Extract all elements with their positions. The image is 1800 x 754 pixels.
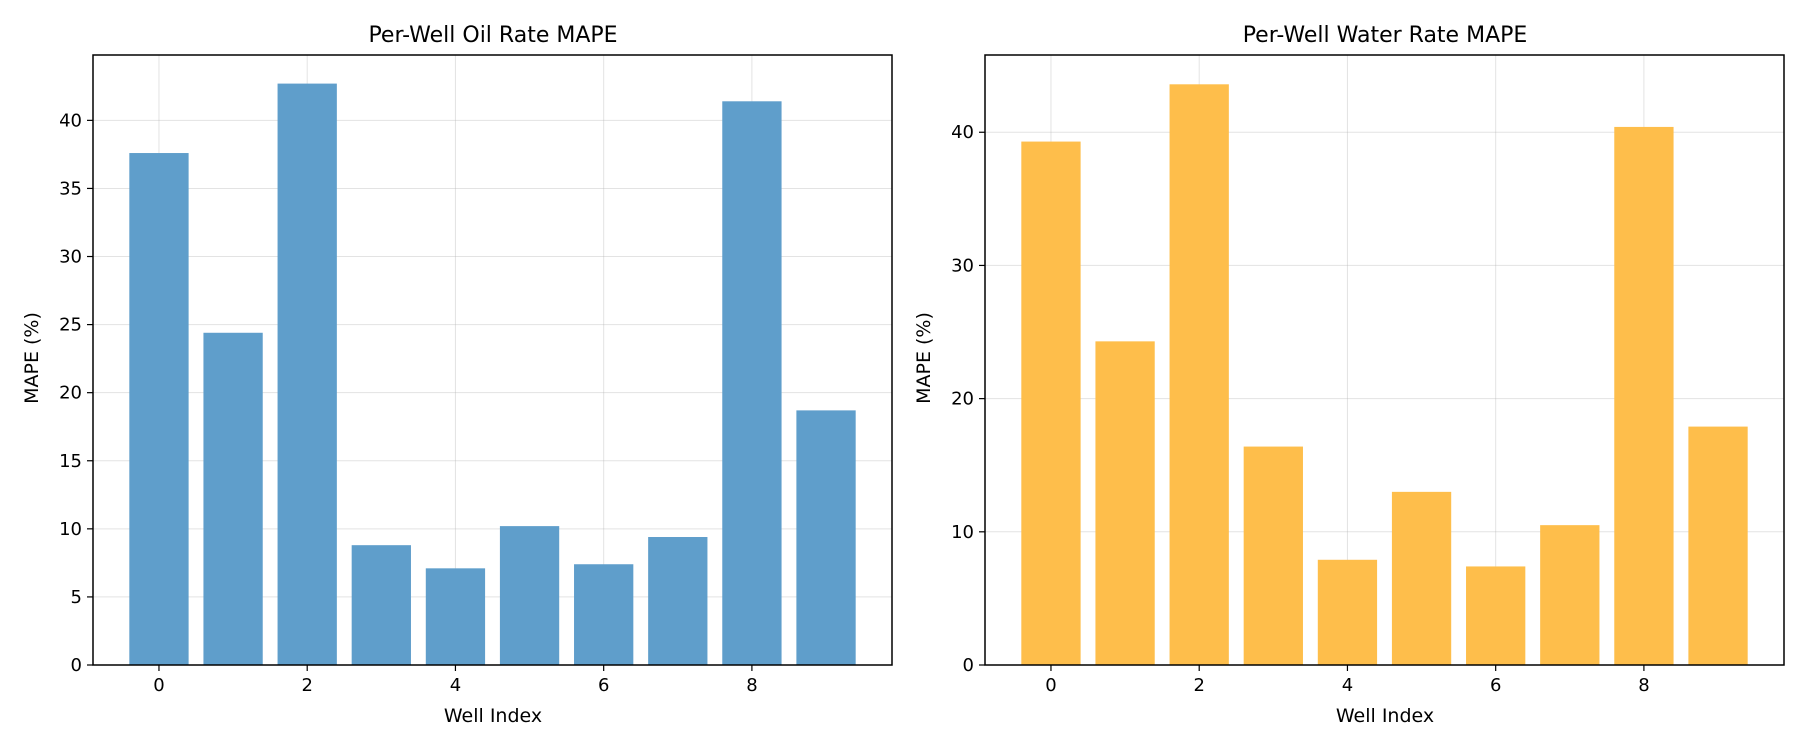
water-bar-0 — [1021, 141, 1081, 666]
oil-x-axis-label: Well Index — [444, 705, 542, 727]
water-bar-7 — [1540, 525, 1600, 665]
oil-ytick-label-35: 35 — [59, 178, 82, 199]
water-xtick-label-2: 2 — [1193, 675, 1204, 696]
oil-bar-4 — [425, 568, 486, 665]
oil-ytick-label-30: 30 — [59, 247, 82, 268]
water-ytick-label-40: 40 — [951, 122, 974, 143]
water-bar-3 — [1243, 446, 1303, 665]
oil-xtick-label-2: 2 — [301, 675, 312, 696]
oil-ytick-label-5: 5 — [71, 587, 82, 608]
water-xtick-label-0: 0 — [1045, 675, 1056, 696]
water-ytick-label-20: 20 — [951, 389, 974, 410]
oil-plot-area: 0 2 4 6 8 0 5 10 15 20 25 30 35 40 — [59, 54, 893, 696]
oil-xtick-label-4: 4 — [450, 675, 461, 696]
oil-bar-6 — [574, 564, 634, 665]
oil-xtick-label-8: 8 — [746, 675, 757, 696]
water-x-axis-label: Well Index — [1336, 705, 1434, 727]
oil-bar-0 — [129, 153, 189, 666]
water-ytick-label-0: 0 — [963, 655, 974, 676]
oil-bar-8 — [722, 101, 782, 666]
oil-ytick-label-20: 20 — [59, 383, 82, 404]
oil-axes-frame — [92, 54, 893, 666]
oil-rate-chart: Per-Well Oil Rate MAPE Well Index MAPE (… — [21, 23, 893, 727]
water-xtick-label-6: 6 — [1490, 675, 1501, 696]
oil-xtick-label-0: 0 — [153, 675, 164, 696]
water-rate-chart: Per-Well Water Rate MAPE Well Index MAPE… — [913, 23, 1785, 727]
oil-bar-1 — [203, 332, 263, 665]
oil-xtick-label-6: 6 — [598, 675, 609, 696]
water-ytick-label-10: 10 — [951, 522, 974, 543]
oil-ytick-label-40: 40 — [59, 110, 82, 131]
water-chart-title: Per-Well Water Rate MAPE — [1243, 23, 1528, 48]
water-y-axis-label: MAPE (%) — [913, 312, 935, 404]
water-xtick-label-8: 8 — [1638, 675, 1649, 696]
oil-ytick-label-0: 0 — [71, 655, 82, 676]
oil-chart-title: Per-Well Oil Rate MAPE — [368, 23, 617, 48]
water-ytick-label-30: 30 — [951, 255, 974, 276]
oil-bar-5 — [499, 526, 560, 665]
water-bar-4 — [1317, 559, 1378, 665]
oil-bar-3 — [351, 545, 411, 665]
oil-bar-9 — [796, 410, 856, 665]
oil-bar-7 — [648, 537, 708, 665]
oil-y-axis-label: MAPE (%) — [21, 312, 43, 404]
water-bar-1 — [1095, 341, 1155, 665]
water-xtick-label-4: 4 — [1342, 675, 1353, 696]
oil-ytick-label-25: 25 — [59, 315, 82, 336]
water-bar-2 — [1169, 84, 1229, 665]
water-bar-5 — [1391, 491, 1452, 665]
water-bar-9 — [1688, 426, 1748, 665]
oil-ytick-label-10: 10 — [59, 519, 82, 540]
oil-bar-2 — [277, 83, 337, 665]
water-plot-area: 0 2 4 6 8 0 10 20 30 40 — [951, 54, 1785, 696]
water-bar-8 — [1614, 126, 1674, 666]
water-bar-6 — [1466, 566, 1526, 665]
water-axes-frame — [984, 54, 1785, 666]
oil-ytick-label-15: 15 — [59, 451, 82, 472]
